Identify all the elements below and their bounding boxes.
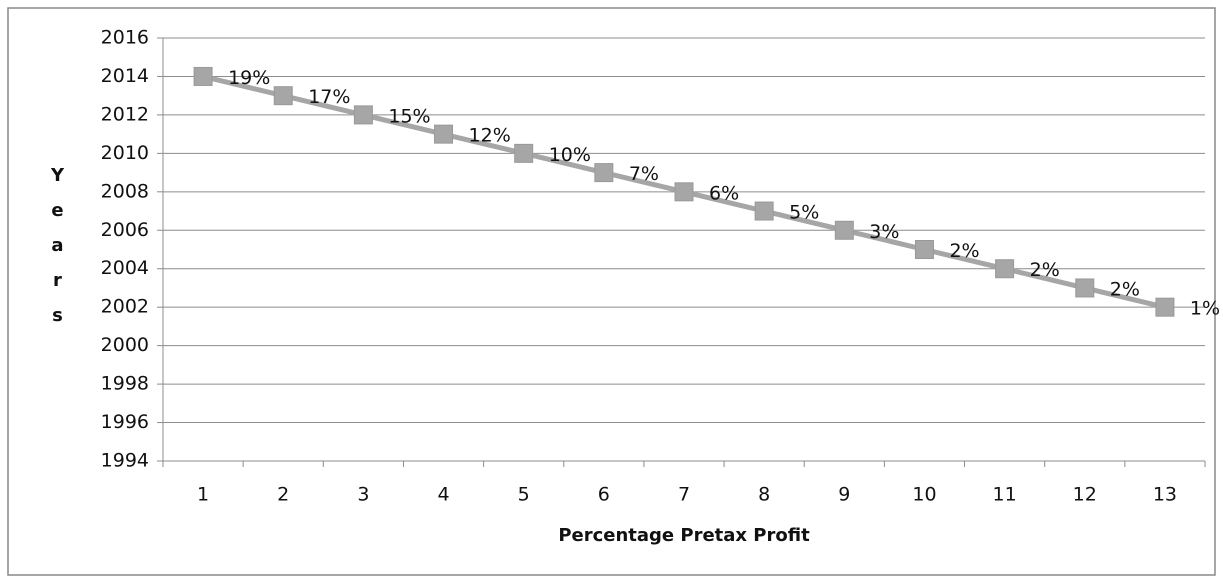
y-tick-label: 1998 — [101, 373, 149, 395]
x-axis-title: Percentage Pretax Profit — [558, 525, 810, 546]
x-tick-label: 10 — [912, 484, 936, 506]
data-label: 10% — [549, 144, 591, 166]
data-label: 7% — [629, 163, 659, 185]
x-tick-label: 7 — [678, 484, 690, 506]
x-tick-label: 1 — [197, 484, 209, 506]
data-label: 1% — [1190, 298, 1220, 320]
data-label: 12% — [469, 125, 511, 147]
data-label: 5% — [789, 202, 819, 224]
y-axis-title: Years — [47, 165, 68, 340]
data-label: 19% — [228, 67, 270, 89]
x-tick-label: 6 — [598, 484, 610, 506]
data-label: 2% — [1030, 259, 1060, 281]
data-label: 2% — [1110, 278, 1140, 300]
marker — [754, 201, 774, 221]
marker — [514, 143, 534, 163]
marker — [353, 105, 373, 125]
y-tick-label: 2004 — [101, 257, 149, 279]
marker — [834, 220, 854, 240]
x-tick-label: 11 — [993, 484, 1017, 506]
y-tick-label: 2016 — [101, 27, 149, 49]
y-tick-label: 2010 — [101, 142, 149, 164]
marker — [674, 182, 694, 202]
x-tick-label: 5 — [518, 484, 530, 506]
y-tick-label: 2006 — [101, 219, 149, 241]
y-tick-label: 1996 — [101, 411, 149, 433]
y-tick-label: 2008 — [101, 180, 149, 202]
marker — [193, 66, 213, 86]
marker — [995, 259, 1015, 279]
y-tick-label: 2002 — [101, 296, 149, 318]
data-label: 15% — [388, 105, 430, 127]
marker — [434, 124, 454, 144]
marker — [594, 163, 614, 183]
data-label: 2% — [949, 240, 979, 262]
y-tick-label: 2014 — [101, 65, 149, 87]
x-tick-label: 2 — [277, 484, 289, 506]
x-tick-label: 9 — [838, 484, 850, 506]
data-label: 6% — [709, 182, 739, 204]
y-tick-label: 2000 — [101, 334, 149, 356]
marker — [1155, 297, 1175, 317]
x-tick-label: 4 — [437, 484, 449, 506]
y-tick-label: 2012 — [101, 103, 149, 125]
chart-border — [7, 7, 1216, 576]
x-tick-label: 3 — [357, 484, 369, 506]
data-label: 3% — [869, 221, 899, 243]
x-tick-label: 8 — [758, 484, 770, 506]
marker — [273, 86, 293, 106]
x-tick-label: 12 — [1073, 484, 1097, 506]
marker — [914, 240, 934, 259]
marker — [1075, 278, 1095, 298]
data-label: 17% — [308, 86, 350, 108]
y-tick-label: 1994 — [101, 450, 149, 472]
x-tick-label: 13 — [1153, 484, 1177, 506]
